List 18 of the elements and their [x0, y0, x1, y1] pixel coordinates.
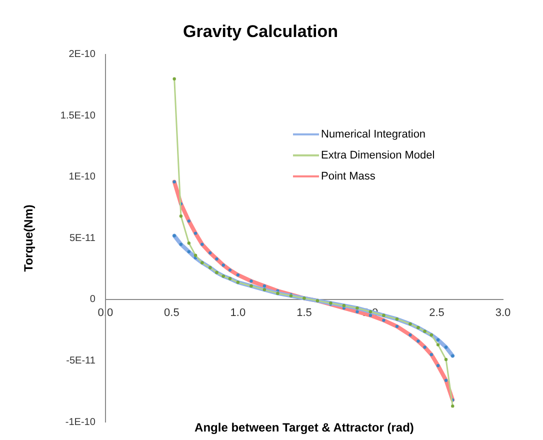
legend-label: Point Mass	[321, 170, 376, 182]
x-tick-label: 0.5	[164, 307, 180, 320]
x-tick-label: 2.5	[429, 307, 444, 320]
y-tick-label: 1E-10	[68, 172, 96, 183]
legend-label: Extra Dimension Model	[321, 149, 435, 162]
y-axis-title: Torque(Nm)	[22, 204, 36, 272]
x-tick-label: 3.0	[495, 307, 511, 320]
x-tick-label: 1.0	[230, 307, 246, 320]
x-axis-title: Angle between Target & Attractor (rad)	[194, 420, 414, 434]
chart-title: Gravity Calculation	[183, 22, 338, 41]
y-tick-label: 0	[90, 294, 96, 306]
y-tick-label: 1.5E-10	[60, 110, 96, 122]
y-tick-label: -1E-10	[65, 416, 96, 428]
legend-label: Numerical Integration	[321, 128, 426, 140]
y-tick-label: -5E-11	[66, 355, 96, 366]
y-tick-label: 5E-11	[69, 232, 96, 244]
x-tick-label: 1.5	[296, 307, 312, 320]
y-tick-label: 2E-10	[68, 49, 96, 60]
